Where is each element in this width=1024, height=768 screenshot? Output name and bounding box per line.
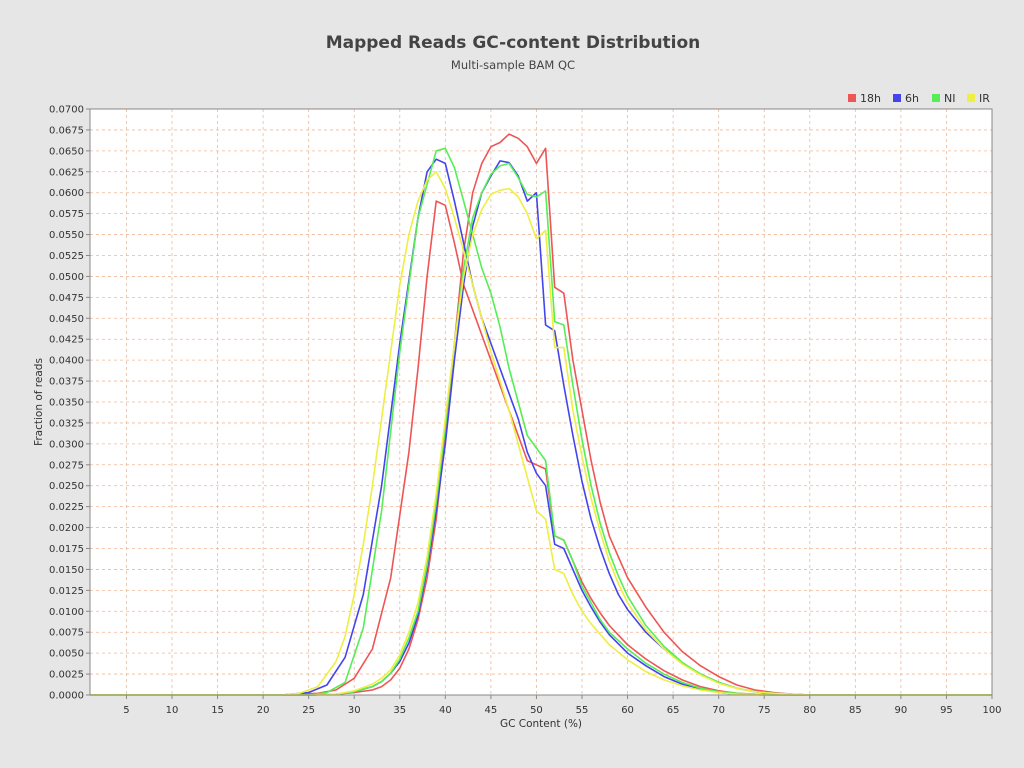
y-tick-label: 0.0225 <box>49 502 84 513</box>
x-tick-label: 15 <box>211 705 224 716</box>
legend-swatch <box>932 94 940 102</box>
y-tick-label: 0.0175 <box>49 544 84 555</box>
x-tick-label: 95 <box>940 705 953 716</box>
x-tick-label: 80 <box>803 705 816 716</box>
y-tick-label: 0.0375 <box>49 377 84 388</box>
series-line-ir <box>90 171 992 696</box>
y-tick-label: 0.0500 <box>49 272 84 283</box>
chart-subtitle: Multi-sample BAM QC <box>451 58 575 72</box>
legend-label: NI <box>944 92 955 105</box>
y-tick-label: 0.0450 <box>49 314 84 325</box>
y-tick-label: 0.0350 <box>49 398 84 409</box>
y-tick-label: 0.0600 <box>49 188 84 199</box>
y-tick-label: 0.0275 <box>49 460 84 471</box>
series-lines <box>90 133 992 696</box>
x-axis-ticks: 5 10 15 20 25 30 35 40 45 50 55 60 65 70 75 80 85 90 95 100 <box>123 695 1002 716</box>
legend-item-18h: 18h <box>848 92 881 105</box>
x-tick-label: 30 <box>348 705 361 716</box>
y-axis-ticks: 0.0000 0.0025 0.0050 0.0075 0.0100 0.0125 0.01… <box>49 105 90 702</box>
y-tick-label: 0.0675 <box>49 125 84 136</box>
x-tick-label: 50 <box>530 705 543 716</box>
y-tick-label: 0.0400 <box>49 356 84 367</box>
series-line-ni <box>90 147 992 696</box>
legend-swatch <box>967 94 975 102</box>
x-tick-label: 70 <box>712 705 725 716</box>
legend-swatch <box>848 94 856 102</box>
legend-swatch <box>893 94 901 102</box>
x-tick-label: 90 <box>895 705 908 716</box>
y-axis-label: Fraction of reads <box>33 358 45 446</box>
series-line-ir <box>90 187 992 696</box>
y-tick-label: 0.0575 <box>49 209 84 220</box>
legend-label: 6h <box>905 92 919 105</box>
legend-label: 18h <box>860 92 881 105</box>
x-tick-label: 60 <box>621 705 634 716</box>
y-tick-label: 0.0625 <box>49 167 84 178</box>
y-tick-label: 0.0050 <box>49 649 84 660</box>
y-tick-label: 0.0650 <box>49 146 84 157</box>
x-tick-label: 85 <box>849 705 862 716</box>
x-tick-label: 45 <box>485 705 498 716</box>
x-tick-label: 10 <box>166 705 179 716</box>
y-tick-label: 0.0250 <box>49 481 84 492</box>
y-tick-label: 0.0200 <box>49 523 84 534</box>
y-tick-label: 0.0550 <box>49 230 84 241</box>
legend: 18h 6h NI IR <box>848 92 990 105</box>
x-tick-label: 100 <box>982 705 1001 716</box>
x-tick-label: 55 <box>576 705 589 716</box>
y-tick-label: 0.0150 <box>49 565 84 576</box>
x-tick-label: 25 <box>302 705 315 716</box>
y-tick-label: 0.0700 <box>49 105 84 116</box>
x-tick-label: 65 <box>667 705 680 716</box>
chart-title: Mapped Reads GC-content Distribution <box>326 33 701 53</box>
y-tick-label: 0.0075 <box>49 628 84 639</box>
legend-label: IR <box>979 92 990 105</box>
x-tick-label: 35 <box>393 705 406 716</box>
y-tick-label: 0.0300 <box>49 439 84 450</box>
legend-item-ir: IR <box>967 92 990 105</box>
y-tick-label: 0.0025 <box>49 670 84 681</box>
y-tick-label: 0.0125 <box>49 586 84 597</box>
y-tick-label: 0.0525 <box>49 251 84 262</box>
y-tick-label: 0.0100 <box>49 607 84 618</box>
x-axis-label: GC Content (%) <box>500 718 582 730</box>
y-tick-label: 0.0325 <box>49 418 84 429</box>
x-tick-label: 20 <box>257 705 270 716</box>
x-tick-label: 5 <box>123 705 129 716</box>
y-tick-label: 0.0475 <box>49 293 84 304</box>
x-tick-label: 75 <box>758 705 771 716</box>
x-tick-label: 40 <box>439 705 452 716</box>
series-line-18h <box>90 133 992 696</box>
y-tick-label: 0.0000 <box>49 691 84 702</box>
legend-item-ni: NI <box>932 92 955 105</box>
legend-item-6h: 6h <box>893 92 919 105</box>
y-tick-label: 0.0425 <box>49 335 84 346</box>
